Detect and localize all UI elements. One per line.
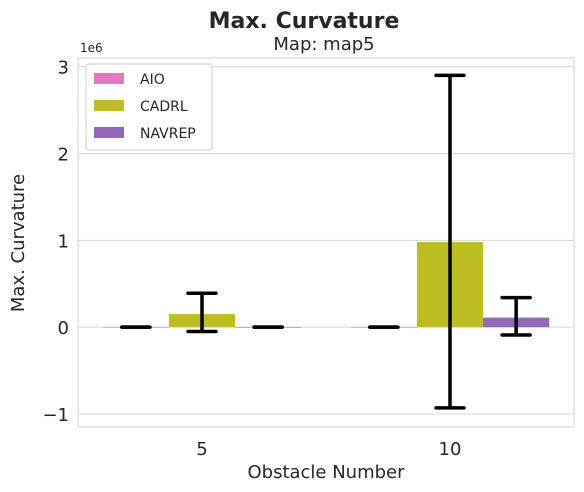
legend-label-cadrl: CADRL [140,99,188,115]
y-axis-offset-label: 1e6 [80,41,103,55]
legend-label-navrep: NAVREP [140,126,196,142]
error-bars-group [120,73,532,410]
y-tick-label: 0 [58,318,69,339]
legend-label-aio: AIO [140,72,165,88]
y-axis-label: Max. Curvature [8,174,29,312]
x-tick-label: 5 [196,439,207,460]
legend-swatch-cadrl [94,100,124,111]
x-axis-label: Obstacle Number [247,462,405,483]
legend-swatch-aio [94,73,124,84]
y-tick-label: 1 [58,231,69,252]
y-tick-label: 3 [58,58,69,79]
legend: AIO CADRL NAVREP [85,63,213,151]
legend-swatch-navrep [94,127,124,138]
x-tick-label: 10 [439,439,462,460]
x-tick-labels: 5 10 [196,439,461,460]
plot-area-frame [77,57,575,428]
chart-title: Max. Curvature [209,9,400,34]
bars-group [102,242,550,328]
y-tick-labels: −1 0 1 2 3 [42,58,69,426]
chart-subtitle: Map: map5 [273,34,374,55]
y-tick-label: 2 [58,145,69,166]
y-tick-label: −1 [42,405,69,426]
